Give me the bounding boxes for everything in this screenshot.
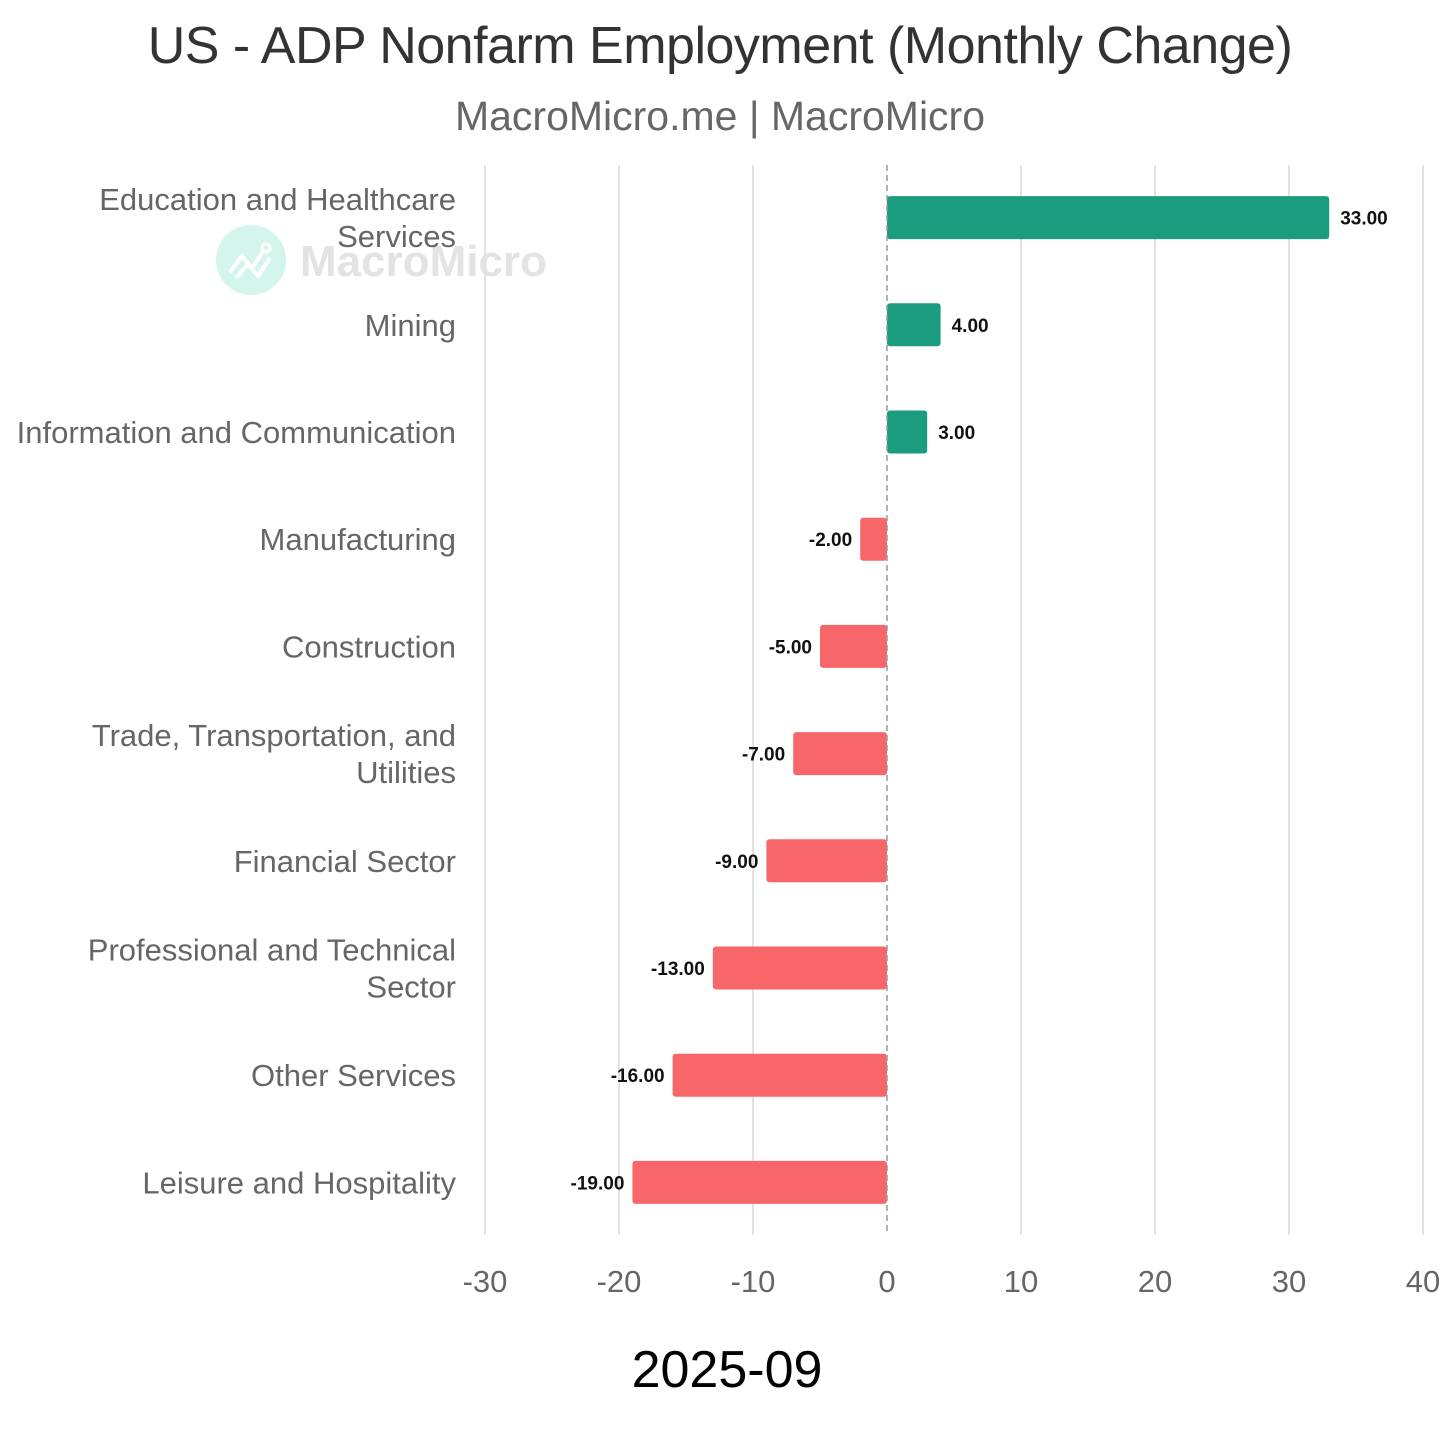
bar: [632, 1160, 887, 1204]
category-label-line: Sector: [366, 970, 456, 1005]
category-label-line: Education and Healthcare: [99, 182, 456, 217]
category-label-line: Services: [337, 219, 456, 254]
bar: [887, 196, 1330, 240]
period-label: 2025-09: [631, 1341, 823, 1399]
category-label-line: Construction: [282, 629, 456, 664]
category-label: Manufacturing: [260, 522, 456, 557]
x-tick-label: 30: [1272, 1264, 1306, 1299]
category-label: Education and Healthcare Services: [99, 182, 456, 254]
watermark-text: MacroMicro: [300, 237, 547, 286]
category-label-line: Financial Sector: [234, 844, 456, 879]
chart-subtitle: MacroMicro.me | MacroMicro: [454, 93, 986, 139]
category-label: Financial Sector: [234, 844, 456, 879]
value-label: -9.00: [715, 852, 758, 873]
watermark: MacroMicro: [216, 225, 547, 295]
value-label: -13.00: [651, 959, 705, 980]
category-label: Other Services: [251, 1058, 456, 1093]
category-label: Construction: [282, 629, 456, 664]
category-label: Leisure and Hospitality: [142, 1165, 456, 1200]
category-label: Trade, Transportation, and Utilities: [92, 718, 456, 790]
bar: [766, 839, 887, 883]
category-label-line: Other Services: [251, 1058, 456, 1093]
category-label-line: Manufacturing: [260, 522, 456, 557]
value-label: -16.00: [611, 1066, 665, 1087]
value-label: -19.00: [571, 1173, 625, 1194]
value-label: 33.00: [1340, 209, 1388, 230]
value-label: -2.00: [809, 530, 852, 551]
category-label-line: Professional and Technical: [88, 933, 456, 968]
x-tick-label: 20: [1138, 1264, 1172, 1299]
value-label: 3.00: [938, 423, 975, 444]
category-label-line: Leisure and Hospitality: [142, 1165, 456, 1200]
bar: [712, 946, 887, 990]
value-label: -7.00: [742, 745, 785, 766]
chart-title: US - ADP Nonfarm Employment (Monthly Cha…: [147, 17, 1293, 75]
category-label-line: Mining: [365, 308, 456, 343]
bar: [887, 303, 941, 347]
bar: [860, 517, 887, 561]
category-label-line: Trade, Transportation, and: [92, 718, 456, 753]
macromicro-logo-icon: [216, 225, 286, 295]
category-label: Professional and Technical Sector: [88, 933, 456, 1005]
category-label-line: Utilities: [356, 755, 456, 790]
x-tick-label: 10: [1004, 1264, 1038, 1299]
value-label: -5.00: [769, 637, 812, 658]
bar: [820, 624, 887, 668]
bar: [887, 410, 928, 454]
x-tick-label: 40: [1406, 1264, 1440, 1299]
x-tick-label: 0: [878, 1264, 895, 1299]
x-tick-label: -30: [463, 1264, 508, 1299]
category-label: Information and Communication: [17, 415, 456, 450]
bar: [793, 732, 887, 776]
value-label: 4.00: [952, 316, 989, 337]
category-label-line: Information and Communication: [17, 415, 456, 450]
category-label: Mining: [365, 308, 456, 343]
bar: [672, 1053, 887, 1097]
x-tick-label: -20: [597, 1264, 642, 1299]
x-tick-label: -10: [731, 1264, 776, 1299]
